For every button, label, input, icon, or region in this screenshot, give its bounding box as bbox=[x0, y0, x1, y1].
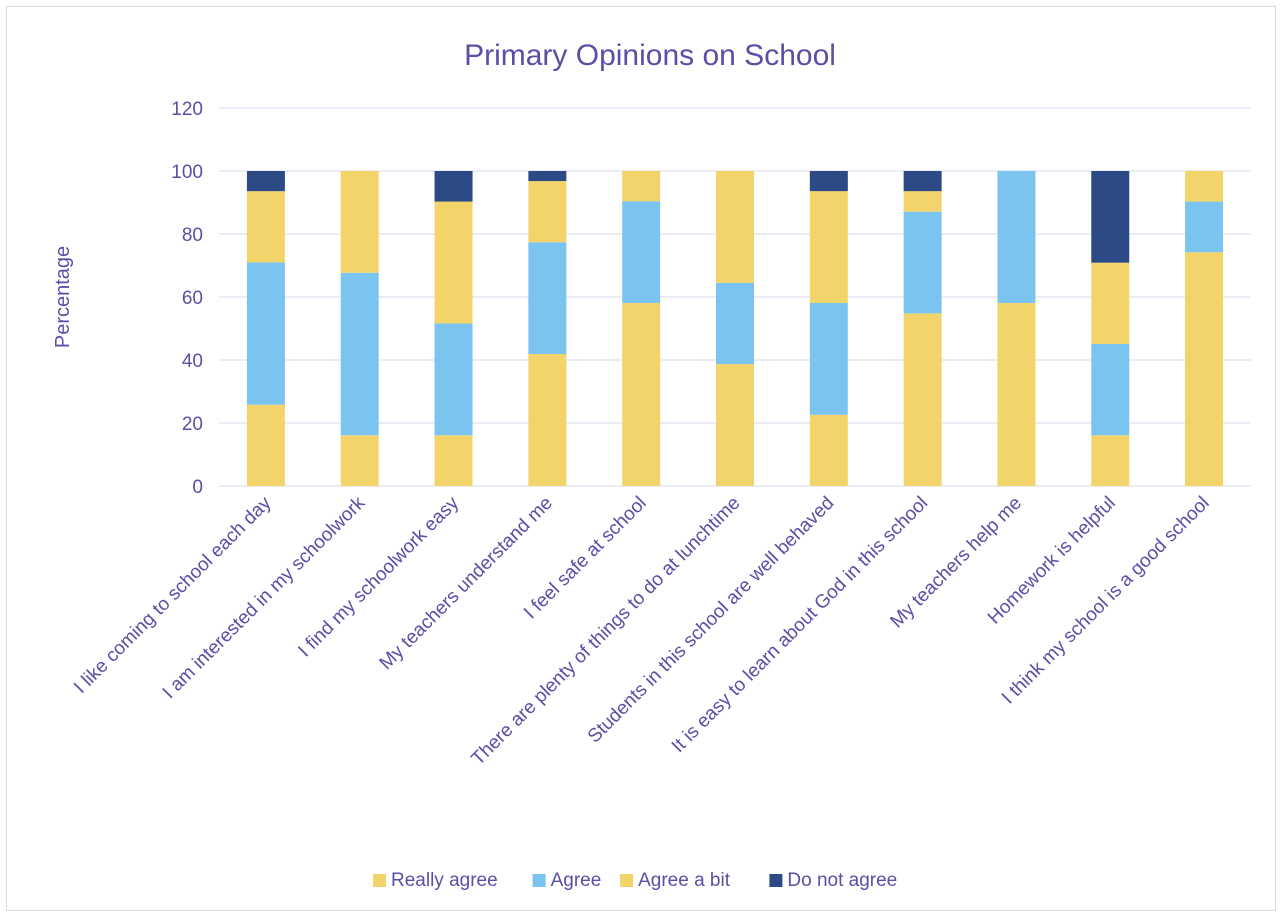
bar-segment bbox=[528, 171, 567, 182]
y-axis-title: Percentage bbox=[52, 246, 74, 348]
bar-segment bbox=[246, 191, 285, 263]
legend-label: Agree a bit bbox=[638, 870, 731, 891]
bar-segment bbox=[340, 435, 379, 486]
bar-segment bbox=[622, 171, 661, 202]
bar-segment bbox=[716, 171, 754, 283]
bar-segment bbox=[340, 171, 379, 273]
y-tick-label: 0 bbox=[192, 477, 203, 498]
bar-segment bbox=[1091, 343, 1130, 436]
chart-title: Primary Opinions on School bbox=[464, 39, 836, 72]
bars-layer bbox=[246, 171, 1224, 486]
bar-segment bbox=[528, 354, 567, 486]
x-category-label: I like coming to school each day bbox=[70, 492, 276, 698]
chart-frame: Primary Opinions on School Percentage 0 2… bbox=[6, 6, 1276, 911]
bar-segment bbox=[809, 414, 848, 486]
x-category-label: I am interested in my schoolwork bbox=[159, 492, 370, 703]
bar-segment bbox=[809, 171, 848, 192]
y-tick-labels: 0 20 40 60 80 100 120 bbox=[171, 99, 203, 498]
legend-label: Agree bbox=[551, 870, 602, 891]
bar-segment bbox=[622, 302, 661, 486]
bar-segment bbox=[528, 242, 567, 355]
x-category-label: I find my schoolwork easy bbox=[294, 492, 463, 661]
bar-segment bbox=[903, 211, 942, 314]
y-tick-label: 60 bbox=[182, 288, 203, 309]
y-tick-label: 20 bbox=[182, 414, 203, 435]
bar-segment bbox=[340, 272, 379, 436]
bar-segment bbox=[1091, 435, 1130, 486]
x-category-label: My teachers understand me bbox=[376, 493, 557, 674]
legend-label: Do not agree bbox=[787, 870, 897, 891]
bar-segment bbox=[1091, 171, 1130, 263]
bar-segment bbox=[1091, 262, 1130, 344]
bar-segment bbox=[1185, 252, 1224, 486]
bar-segment bbox=[434, 171, 473, 202]
bar-segment bbox=[528, 181, 567, 243]
bar-segment bbox=[246, 262, 285, 405]
bar-segment bbox=[903, 171, 942, 192]
bar-segment bbox=[716, 364, 754, 486]
bar-segment bbox=[1185, 171, 1224, 202]
legend-swatch bbox=[769, 874, 783, 887]
bar-segment bbox=[1185, 201, 1224, 253]
bar-segment bbox=[903, 313, 942, 486]
bar-segment bbox=[997, 302, 1036, 486]
bar-segment bbox=[434, 435, 473, 486]
y-tick-label: 120 bbox=[171, 99, 203, 120]
y-tick-label: 100 bbox=[171, 162, 203, 183]
legend: Really agree Agree Agree a bit Do not agree bbox=[373, 870, 897, 891]
y-tick-label: 80 bbox=[182, 225, 203, 246]
bar-segment bbox=[809, 302, 848, 415]
bar-segment bbox=[434, 323, 473, 436]
bar-segment bbox=[997, 171, 1036, 303]
chart-svg: Primary Opinions on School Percentage 0 2… bbox=[52, 39, 1251, 891]
x-category-label: I think my school is a good school bbox=[998, 493, 1214, 709]
legend-swatch bbox=[373, 874, 386, 887]
legend-swatch bbox=[620, 874, 634, 887]
legend-swatch bbox=[532, 874, 546, 887]
y-tick-label: 40 bbox=[182, 351, 203, 372]
bar-segment bbox=[434, 201, 473, 324]
bar-segment bbox=[246, 171, 285, 192]
bar-segment bbox=[903, 191, 942, 212]
bar-segment bbox=[716, 282, 754, 365]
bar-segment bbox=[246, 404, 285, 486]
bar-segment bbox=[622, 201, 661, 303]
bar-segment bbox=[809, 191, 848, 303]
legend-label: Really agree bbox=[391, 870, 498, 891]
